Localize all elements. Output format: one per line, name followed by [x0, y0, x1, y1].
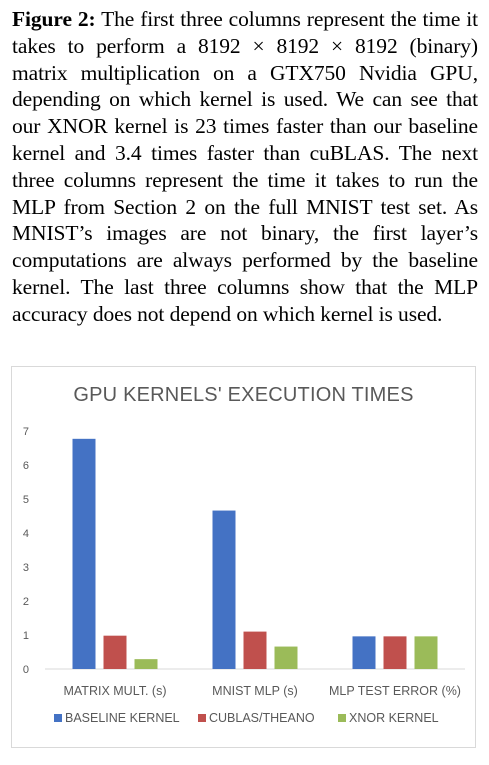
legend: BASELINE KERNEL CUBLAS/THEANO XNOR KERNEL [54, 711, 439, 725]
y-tick-label: 0 [23, 664, 29, 676]
chart-container: GPU KERNELS' EXECUTION TIMES 0 1 2 3 4 5 6 7 MA… [11, 366, 476, 748]
bar-chart: 0 1 2 3 4 5 6 7 MATRIX MULT. (s) MNIST MLP (s) ML… [23, 426, 465, 725]
bar-baseline-kernel-2 [352, 636, 376, 669]
y-tick-label: 4 [23, 528, 29, 540]
bar-xnor-kernel-2 [414, 636, 438, 669]
y-tick-label: 5 [23, 494, 29, 506]
legend-label: BASELINE KERNEL [65, 711, 180, 725]
legend-swatch [338, 714, 346, 722]
x-tick-label: MNIST MLP (s) [212, 684, 298, 698]
caption-text: The first three columns represent the ti… [12, 7, 478, 326]
y-tick-label: 2 [23, 596, 29, 608]
x-tick-label: MLP TEST ERROR (%) [329, 684, 461, 698]
bar-xnor-kernel-1 [274, 646, 298, 669]
legend-swatch [54, 714, 62, 722]
x-tick-label: MATRIX MULT. (s) [63, 684, 166, 698]
bar-cublas-theano-2 [383, 636, 407, 669]
y-tick-label: 3 [23, 562, 29, 574]
y-tick-label: 6 [23, 460, 29, 472]
figure-caption: Figure 2: The first three columns repres… [12, 6, 478, 328]
figure-label: Figure 2: [12, 7, 96, 31]
y-tick-label: 7 [23, 426, 29, 438]
x-axis-labels: MATRIX MULT. (s) MNIST MLP (s) MLP TEST ER… [63, 684, 461, 698]
bar-xnor-kernel-0 [134, 659, 158, 669]
y-tick-label: 1 [23, 630, 29, 642]
bars [72, 438, 438, 669]
bar-baseline-kernel-0 [72, 438, 96, 669]
legend-label: CUBLAS/THEANO [209, 711, 315, 725]
legend-label: XNOR KERNEL [349, 711, 439, 725]
chart-title: GPU KERNELS' EXECUTION TIMES [73, 384, 414, 406]
bar-cublas-theano-1 [243, 631, 267, 669]
legend-swatch [198, 714, 206, 722]
bar-baseline-kernel-1 [212, 510, 236, 669]
y-axis-ticks: 0 1 2 3 4 5 6 7 [23, 426, 29, 676]
bar-cublas-theano-0 [103, 635, 127, 669]
